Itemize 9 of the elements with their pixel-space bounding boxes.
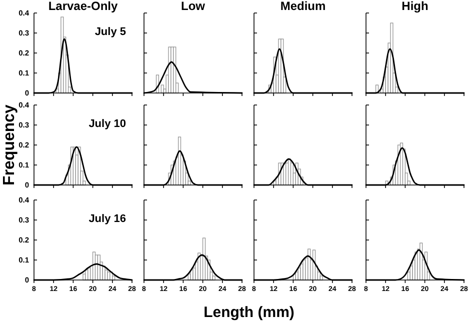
x-axis-title: Length (mm) (204, 304, 294, 321)
chart-title: Medium (280, 0, 326, 13)
annotation: July 10 (88, 118, 126, 130)
annotation: July 5 (94, 26, 126, 38)
y-axis-title: Frequency (1, 104, 18, 186)
chart-title: High (402, 0, 428, 13)
chart-title: Low (181, 0, 206, 13)
annotation: July 16 (88, 213, 126, 225)
chart-title: Larvae-Only (48, 0, 118, 13)
